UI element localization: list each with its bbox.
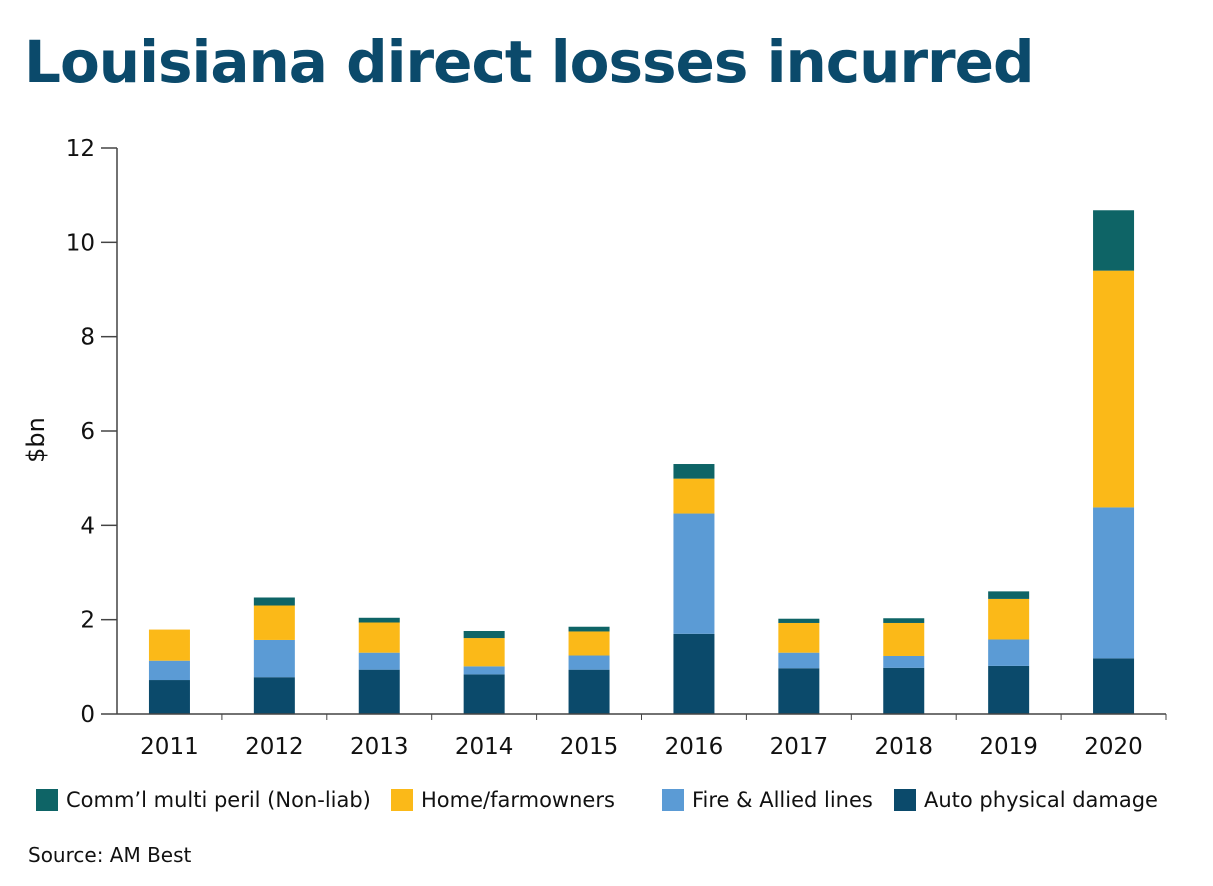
bar-segment [988, 639, 1030, 666]
bar-segment [883, 622, 925, 656]
legend: Comm’l multi peril (Non-liab) Home/farmo… [36, 788, 1206, 818]
bar-segment [988, 598, 1030, 640]
source-note: Source: AM Best [28, 843, 192, 867]
y-tick-label: 4 [80, 513, 95, 539]
bar-segment [253, 605, 295, 640]
bar-segment [778, 668, 820, 714]
y-tick-label: 2 [80, 608, 95, 634]
x-tick-label: 2012 [245, 734, 304, 760]
legend-swatch-fire [662, 789, 684, 811]
bar-segment [1093, 507, 1135, 659]
x-tick-label: 2014 [455, 734, 514, 760]
x-tick-label: 2015 [560, 734, 619, 760]
legend-label-comm: Comm’l multi peril (Non-liab) [66, 788, 371, 812]
legend-label-home: Home/farmowners [421, 788, 615, 812]
bar-segment [673, 633, 715, 714]
bar-segment [568, 626, 610, 632]
legend-item-fire: Fire & Allied lines [662, 788, 873, 812]
legend-swatch-comm [36, 789, 58, 811]
legend-item-auto: Auto physical damage [894, 788, 1158, 812]
legend-item-home: Home/farmowners [391, 788, 615, 812]
bar-segment [778, 652, 820, 669]
x-tick-label: 2016 [665, 734, 724, 760]
bar-segment [463, 630, 505, 639]
bar-segment [253, 639, 295, 678]
legend-swatch-home [391, 789, 413, 811]
y-tick-label: 12 [66, 136, 95, 162]
chart-title: Louisiana direct losses incurred [24, 28, 1035, 96]
x-tick-label: 2013 [350, 734, 409, 760]
bar-segment [778, 618, 820, 623]
y-tick-label: 6 [80, 419, 95, 445]
bar-segment [568, 669, 610, 714]
bar-segment [253, 677, 295, 714]
legend-item-comm: Comm’l multi peril (Non-liab) [36, 788, 371, 812]
bar-segment [253, 597, 295, 606]
axes-layer: 0 2 4 6 8 10 12 2011 2012 2013 2014 2015 2016 2017 201… [66, 136, 1167, 760]
bar-segment [1093, 270, 1135, 508]
x-tick-label: 2011 [140, 734, 199, 760]
x-tick-label: 2019 [979, 734, 1038, 760]
bar-segment [358, 622, 400, 653]
bar-segment [568, 631, 610, 656]
bar-segment [358, 652, 400, 670]
bar-segment [883, 655, 925, 668]
bar-segment [358, 669, 400, 714]
bar-segment [778, 622, 820, 653]
bar-segment [883, 618, 925, 623]
x-tick-label: 2020 [1084, 734, 1143, 760]
y-tick-label: 8 [80, 325, 95, 351]
bar-segment [358, 617, 400, 623]
bar-segment [1093, 210, 1135, 271]
bar-segment [463, 674, 505, 714]
bar-segment [1093, 658, 1135, 714]
bar-segment [148, 629, 190, 661]
y-tick-label: 0 [80, 702, 95, 728]
bar-layer [148, 210, 1135, 714]
x-tick-label: 2017 [770, 734, 829, 760]
bar-segment [988, 591, 1030, 599]
bar-segment [883, 667, 925, 714]
bar-segment [988, 665, 1030, 714]
bar-segment [673, 513, 715, 634]
bar-segment [148, 680, 190, 714]
legend-swatch-auto [894, 789, 916, 811]
bar-segment [463, 666, 505, 675]
legend-label-fire: Fire & Allied lines [692, 788, 873, 812]
y-axis-label: $bn [22, 417, 50, 463]
x-tick-label: 2018 [874, 734, 933, 760]
bar-segment [673, 464, 715, 479]
bar-segment [463, 638, 505, 667]
bar-segment [673, 478, 715, 514]
bar-segment [148, 660, 190, 681]
bar-segment [568, 655, 610, 670]
y-tick-label: 10 [66, 230, 95, 256]
legend-label-auto: Auto physical damage [924, 788, 1158, 812]
